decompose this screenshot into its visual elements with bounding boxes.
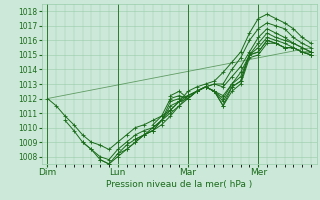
- X-axis label: Pression niveau de la mer( hPa ): Pression niveau de la mer( hPa ): [106, 180, 252, 189]
